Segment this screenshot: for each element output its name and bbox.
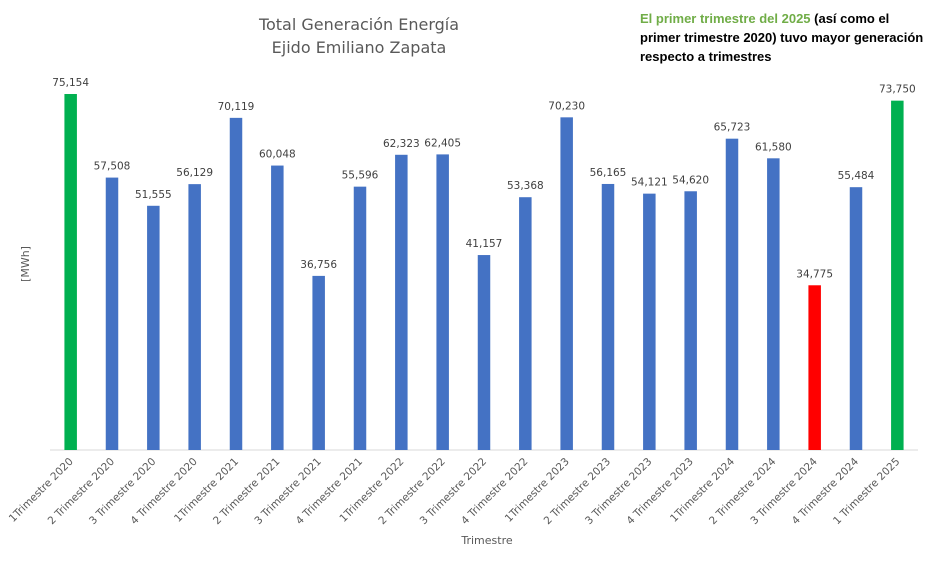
data-label: 56,129 <box>176 167 213 179</box>
bar <box>477 255 491 450</box>
data-label: 36,756 <box>300 259 337 271</box>
annotation-text: (así como el primer trimestre 2020) tuvo… <box>640 11 924 64</box>
bar <box>271 165 284 450</box>
bar <box>519 197 532 450</box>
data-label: 73,750 <box>879 84 916 96</box>
bar <box>147 205 160 450</box>
bar <box>808 285 821 450</box>
data-label: 55,484 <box>838 170 875 182</box>
data-label: 57,508 <box>94 161 131 173</box>
bar <box>353 186 367 450</box>
bar <box>436 154 449 450</box>
bar <box>725 138 739 450</box>
data-label: 34,775 <box>796 268 833 280</box>
data-label: 61,580 <box>755 141 792 153</box>
data-label: 70,119 <box>218 101 255 113</box>
data-label: 54,121 <box>631 177 668 189</box>
bar <box>643 193 656 450</box>
bar <box>684 191 697 450</box>
data-label: 70,230 <box>548 100 585 112</box>
annotation-highlight: El primer trimestre del 2025 <box>640 11 811 26</box>
data-label: 55,596 <box>342 170 379 182</box>
bar <box>105 177 119 450</box>
chart-title-line: Total Generación Energía <box>258 15 459 34</box>
data-label: 53,368 <box>507 180 544 192</box>
data-label: 51,555 <box>135 189 172 201</box>
bars <box>64 94 904 451</box>
bar <box>395 154 408 451</box>
bar <box>767 158 780 450</box>
chart-title: Total Generación Energía Ejido Emiliano Z… <box>258 15 459 57</box>
data-label: 60,048 <box>259 149 296 161</box>
data-label: 56,165 <box>590 167 627 179</box>
data-label: 65,723 <box>714 122 751 134</box>
data-label: 41,157 <box>466 238 503 250</box>
data-label: 62,323 <box>383 138 420 150</box>
bar <box>560 117 573 450</box>
bar <box>849 187 863 450</box>
x-axis-title: Trimestre <box>460 534 512 547</box>
data-label: 75,154 <box>52 77 89 89</box>
annotation-note: El primer trimestre del 2025 (así como e… <box>640 9 930 66</box>
bar <box>601 183 615 450</box>
data-label: 54,620 <box>672 174 709 186</box>
chart-title-line: Ejido Emiliano Zapata <box>272 38 447 57</box>
data-labels: 75,154 57,508 51,555 56,129 70,119 60,048 36,7… <box>52 77 915 280</box>
bar <box>891 100 904 450</box>
y-axis-title: [MWh] <box>19 246 32 282</box>
bar <box>64 94 77 450</box>
bar <box>229 117 243 451</box>
data-label: 62,405 <box>424 137 461 149</box>
bar <box>312 275 325 450</box>
bar <box>188 184 201 450</box>
